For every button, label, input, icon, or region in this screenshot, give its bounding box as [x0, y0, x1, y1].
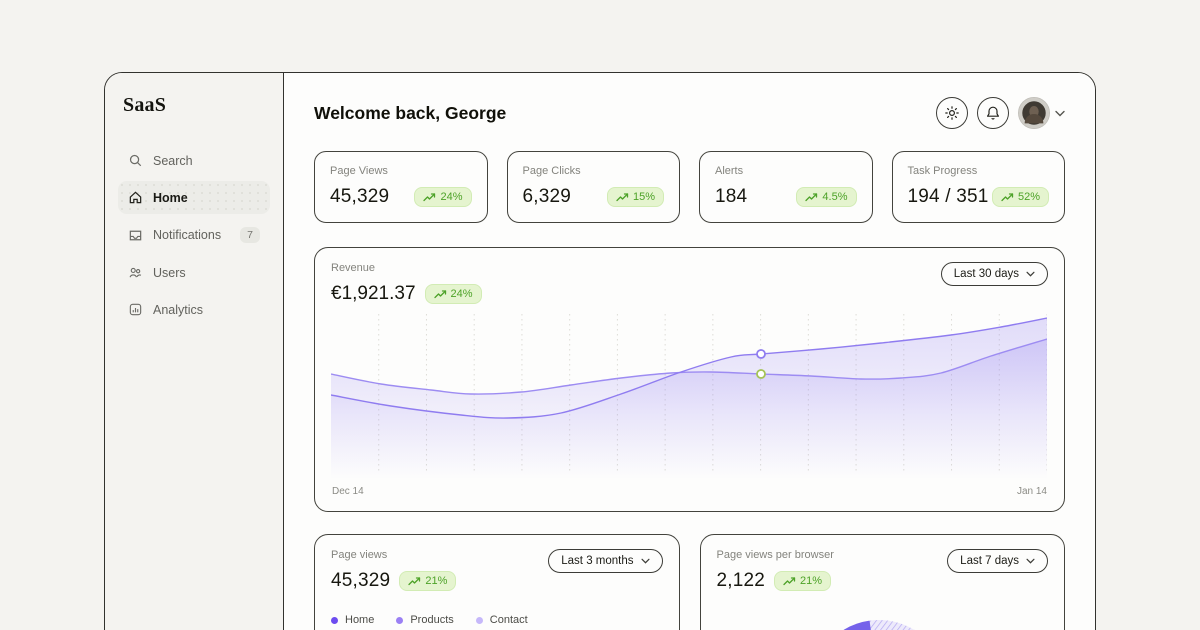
legend-dot [475, 616, 483, 624]
search-icon [129, 154, 142, 167]
revenue-value: €1,921.37 [331, 283, 416, 304]
page-views-range-dropdown[interactable]: Last 3 months [548, 549, 663, 573]
trend-up-icon [1001, 192, 1014, 201]
trend-up-icon [783, 576, 796, 585]
sidebar-item-analytics[interactable]: Analytics [118, 293, 270, 326]
legend-dot [331, 616, 338, 624]
sidebar-item-label: Notifications [153, 228, 222, 242]
chevron-down-icon[interactable] [1055, 110, 1065, 117]
browser-pie-chart[interactable] [799, 618, 959, 630]
notifications-count-badge: 7 [240, 227, 260, 243]
main-header: Welcome back, George [314, 97, 1065, 129]
stat-card-page-views: Page Views 45,329 24% [314, 151, 488, 223]
chart-marker[interactable] [756, 369, 766, 379]
trend-badge: 52% [991, 187, 1049, 207]
sidebar-item-label: Analytics [153, 302, 204, 317]
trend-badge: 15% [606, 187, 664, 207]
inbox-icon [129, 230, 142, 240]
trend-badge: 24% [424, 284, 482, 304]
legend-item-products[interactable]: Products [396, 614, 454, 626]
revenue-range-dropdown[interactable]: Last 30 days [940, 262, 1048, 286]
chart-marker[interactable] [756, 349, 766, 359]
stat-label: Page Clicks [522, 165, 581, 177]
stat-card-page-clicks: Page Clicks 6,329 15% [506, 151, 680, 223]
sidebar-item-home[interactable]: Home [118, 181, 270, 214]
notifications-button[interactable] [977, 97, 1009, 129]
stat-value: 45,329 [330, 186, 390, 207]
page-views-legend: Home Products Contact [331, 614, 663, 626]
stat-card-task-progress: Task Progress 194 / 351 52% [891, 151, 1065, 223]
sidebar-item-notifications[interactable]: Notifications 7 [118, 218, 270, 252]
trend-badge: 21% [774, 571, 832, 591]
legend-dot [396, 616, 404, 624]
users-icon [129, 267, 142, 278]
bell-icon [987, 106, 999, 120]
stat-label: Alerts [715, 165, 744, 177]
trend-up-icon [433, 289, 446, 298]
browser-views-card: Page views per browser 2,122 21% Last 7 … [699, 534, 1065, 630]
browser-range-dropdown[interactable]: Last 7 days [947, 549, 1048, 573]
sidebar-item-users[interactable]: Users [118, 256, 270, 289]
stat-label: Page Views [330, 165, 388, 177]
x-axis-end-label: Jan 14 [1016, 486, 1047, 497]
browser-views-value: 2,122 [716, 570, 766, 591]
header-actions [936, 97, 1065, 129]
trend-up-icon [805, 192, 818, 201]
stat-label: Task Progress [907, 165, 978, 177]
trend-badge: 24% [414, 187, 472, 207]
theme-toggle-button[interactable] [936, 97, 968, 129]
bottom-row: Page views 45,329 21% Last 3 months [314, 534, 1065, 630]
main-content: Welcome back, George Page Views [284, 73, 1095, 630]
page-views-value: 45,329 [331, 570, 391, 591]
chevron-down-icon [640, 558, 650, 564]
page-views-label: Page views [331, 549, 388, 561]
trend-badge: 4.5% [796, 187, 857, 207]
sidebar: SaaS Search Home Notifications 7 Users A… [105, 73, 284, 630]
revenue-chart [330, 309, 1048, 484]
revenue-label: Revenue [331, 262, 376, 274]
app-logo: SaaS [123, 94, 167, 116]
sidebar-item-label: Home [153, 190, 188, 205]
stat-value: 184 [715, 186, 748, 207]
x-axis-start-label: Dec 14 [332, 486, 364, 497]
trend-up-icon [423, 192, 436, 201]
analytics-icon [129, 303, 142, 316]
stat-value: 6,329 [522, 186, 572, 207]
stat-value: 194 / 351 [907, 186, 989, 207]
app-window: SaaS Search Home Notifications 7 Users A… [104, 72, 1096, 630]
avatar[interactable] [1018, 97, 1050, 129]
home-icon [129, 191, 142, 204]
sidebar-item-label: Search [153, 153, 193, 168]
sidebar-item-search[interactable]: Search [118, 144, 270, 177]
stat-card-alerts: Alerts 184 4.5% [699, 151, 873, 223]
trend-up-icon [408, 576, 421, 585]
revenue-card: Revenue €1,921.37 24% Last 30 days [314, 247, 1065, 512]
sidebar-item-label: Users [153, 265, 186, 280]
stats-row: Page Views 45,329 24% Page Clicks 6,329 … [314, 151, 1065, 223]
trend-up-icon [616, 192, 629, 201]
chevron-down-icon [1026, 271, 1035, 277]
browser-views-label: Page views per browser [716, 549, 834, 561]
page-views-card: Page views 45,329 21% Last 3 months [314, 534, 680, 630]
page-title: Welcome back, George [314, 102, 507, 123]
legend-item-home[interactable]: Home [331, 614, 374, 626]
legend-item-contact[interactable]: Contact [475, 614, 528, 626]
avatar-photo [1019, 98, 1049, 128]
chevron-down-icon [1026, 558, 1035, 564]
user-menu[interactable] [1018, 97, 1065, 129]
trend-badge: 21% [399, 571, 457, 591]
revenue-area-chart[interactable] [330, 309, 1048, 479]
sun-icon [945, 106, 959, 120]
